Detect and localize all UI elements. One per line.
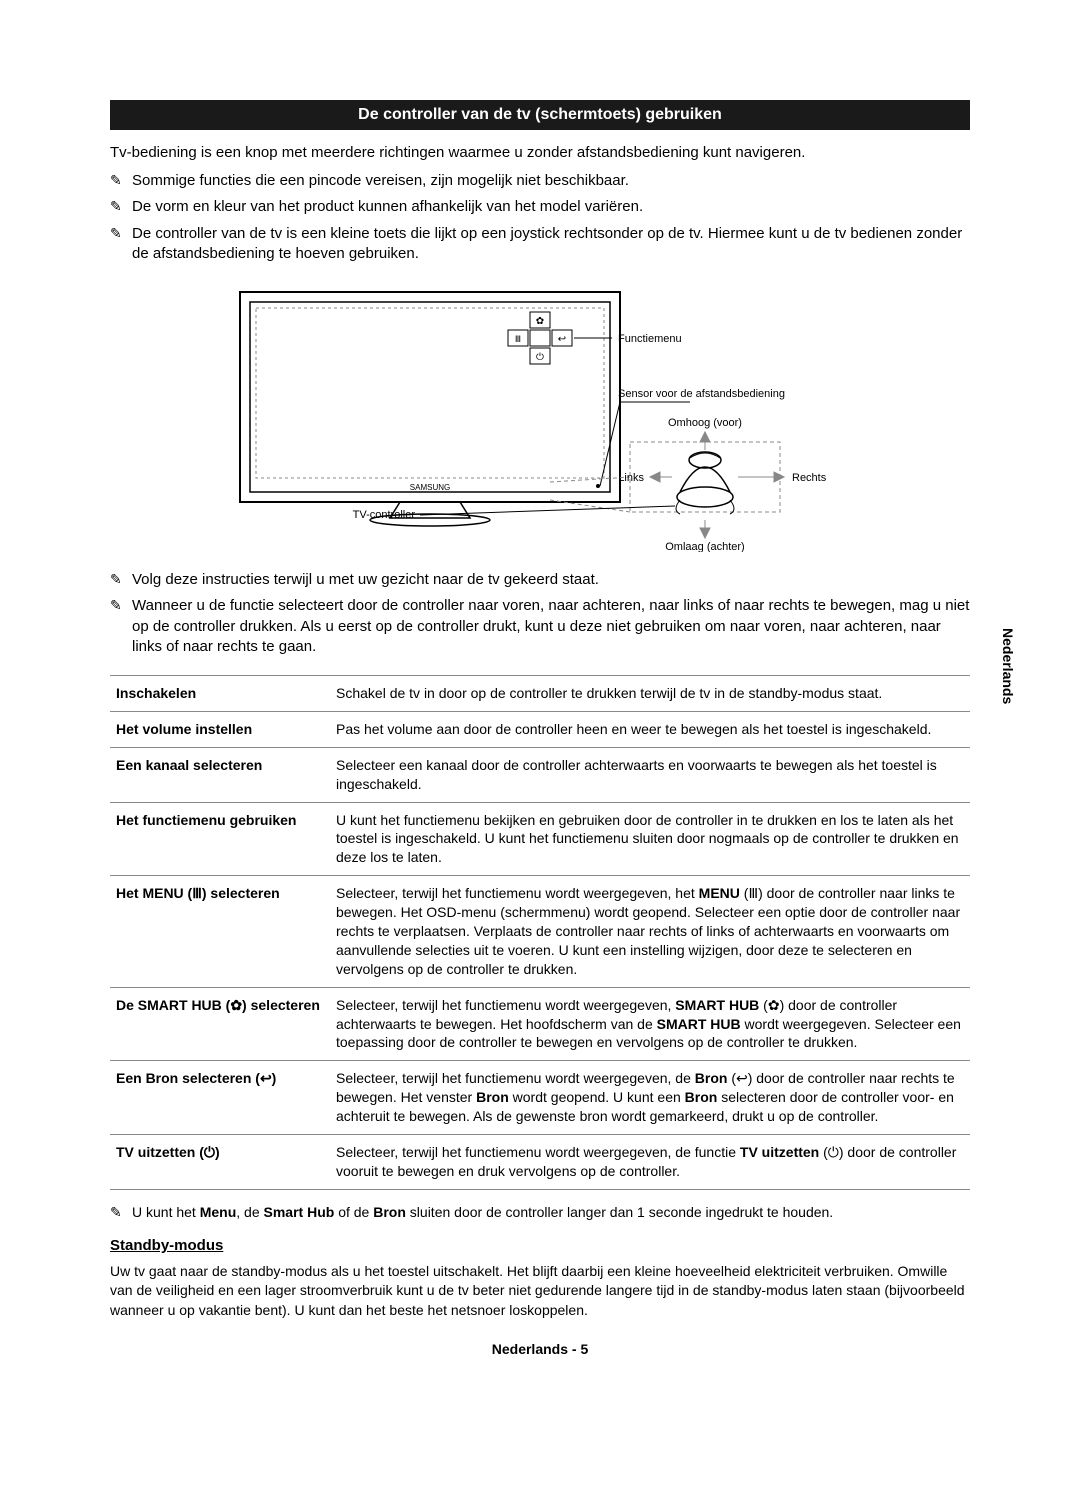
note-bullet-icon: ✎ [110, 1204, 132, 1221]
note-item: ✎De vorm en kleur van het product kunnen… [110, 197, 970, 217]
intro-text: Tv-bediening is een knop met meerdere ri… [110, 144, 970, 161]
standby-heading: Standby-modus [110, 1237, 970, 1254]
section-banner: De controller van de tv (schermtoets) ge… [110, 100, 970, 130]
note-item: ✎De controller van de tv is een kleine t… [110, 224, 970, 265]
table-row: De SMART HUB (✿) selecterenSelecteer, te… [110, 987, 970, 1061]
note-bullet-icon: ✎ [110, 197, 132, 217]
note-item: ✎Wanneer u de functie selecteert door de… [110, 596, 970, 657]
page-footer: Nederlands - 5 [110, 1341, 970, 1357]
function-menu-label: Functiemenu [618, 333, 682, 345]
table-row-desc: U kunt het functiemenu bekijken en gebru… [330, 802, 970, 876]
table-row-desc: Selecteer, terwijl het functiemenu wordt… [330, 1061, 970, 1135]
note-bullet-icon: ✎ [110, 596, 132, 657]
table-row: Het MENU (Ⅲ) selecterenSelecteer, terwij… [110, 876, 970, 987]
table-row: Het functiemenu gebruikenU kunt het func… [110, 802, 970, 876]
function-table: InschakelenSchakel de tv in door op de c… [110, 675, 970, 1190]
table-row-desc: Selecteer, terwijl het functiemenu wordt… [330, 1135, 970, 1190]
table-row: Het volume instellenPas het volume aan d… [110, 711, 970, 747]
table-row-desc: Selecteer, terwijl het functiemenu wordt… [330, 987, 970, 1061]
note-bullet-icon: ✎ [110, 224, 132, 265]
note-bullet-icon: ✎ [110, 570, 132, 590]
table-row: Een Bron selecteren (↩)Selecteer, terwij… [110, 1061, 970, 1135]
language-side-tab: Nederlands [996, 620, 1020, 712]
table-row: Een kanaal selecterenSelecteer een kanaa… [110, 747, 970, 802]
tv-controller-diagram: SAMSUNG ✿ Ⅲ ↩ ⏻ Functiemenu Sensor voor … [110, 282, 970, 552]
note-text: Volg deze instructies terwijl u met uw g… [132, 570, 970, 590]
direction-arrows [650, 432, 784, 538]
svg-text:⏻: ⏻ [536, 352, 544, 363]
table-row: InschakelenSchakel de tv in door op de c… [110, 676, 970, 712]
standby-body: Uw tv gaat naar de standby-modus als u h… [110, 1262, 970, 1321]
table-row-desc: Selecteer een kanaal door de controller … [330, 747, 970, 802]
joystick-icon [676, 452, 734, 514]
table-row-desc: Selecteer, terwijl het functiemenu wordt… [330, 876, 970, 987]
table-row-label: Inschakelen [110, 676, 330, 712]
table-row-desc: Schakel de tv in door op de controller t… [330, 676, 970, 712]
table-row-label: TV uitzetten (⏻) [110, 1135, 330, 1190]
svg-text:Ⅲ: Ⅲ [515, 334, 521, 344]
table-row-label: Een Bron selecteren (↩) [110, 1061, 330, 1135]
left-label: Links [618, 472, 644, 484]
table-row-label: De SMART HUB (✿) selecteren [110, 987, 330, 1061]
table-row-label: Het functiemenu gebruiken [110, 802, 330, 876]
table-row-label: Een kanaal selecteren [110, 747, 330, 802]
table-row-label: Het volume instellen [110, 711, 330, 747]
down-label: Omlaag (achter) [665, 541, 744, 552]
notes-top-list: ✎Sommige functies die een pincode vereis… [110, 171, 970, 264]
note-text: De controller van de tv is een kleine to… [132, 224, 970, 265]
note-bullet-icon: ✎ [110, 171, 132, 191]
note-text: Wanneer u de functie selecteert door de … [132, 596, 970, 657]
right-label: Rechts [792, 472, 827, 484]
svg-text:↩: ↩ [558, 334, 566, 345]
diagram-svg: SAMSUNG ✿ Ⅲ ↩ ⏻ Functiemenu Sensor voor … [220, 282, 860, 552]
svg-text:✿: ✿ [536, 316, 544, 327]
remote-sensor-label: Sensor voor de afstandsbediening [618, 388, 785, 400]
note-item: ✎Volg deze instructies terwijl u met uw … [110, 570, 970, 590]
footnote-text: U kunt het Menu, de Smart Hub of de Bron… [132, 1204, 970, 1221]
footnote: ✎ U kunt het Menu, de Smart Hub of de Br… [110, 1204, 970, 1221]
notes-mid-list: ✎Volg deze instructies terwijl u met uw … [110, 570, 970, 657]
table-row-label: Het MENU (Ⅲ) selecteren [110, 876, 330, 987]
note-item: ✎Sommige functies die een pincode vereis… [110, 171, 970, 191]
table-row-desc: Pas het volume aan door de controller he… [330, 711, 970, 747]
note-text: De vorm en kleur van het product kunnen … [132, 197, 970, 217]
up-label: Omhoog (voor) [668, 417, 742, 429]
tv-controller-label: TV-controller [353, 509, 416, 521]
table-row: TV uitzetten (⏻)Selecteer, terwijl het f… [110, 1135, 970, 1190]
note-text: Sommige functies die een pincode vereise… [132, 171, 970, 191]
function-menu-icon: ✿ Ⅲ ↩ ⏻ [508, 312, 572, 364]
brand-label: SAMSUNG [410, 483, 450, 492]
